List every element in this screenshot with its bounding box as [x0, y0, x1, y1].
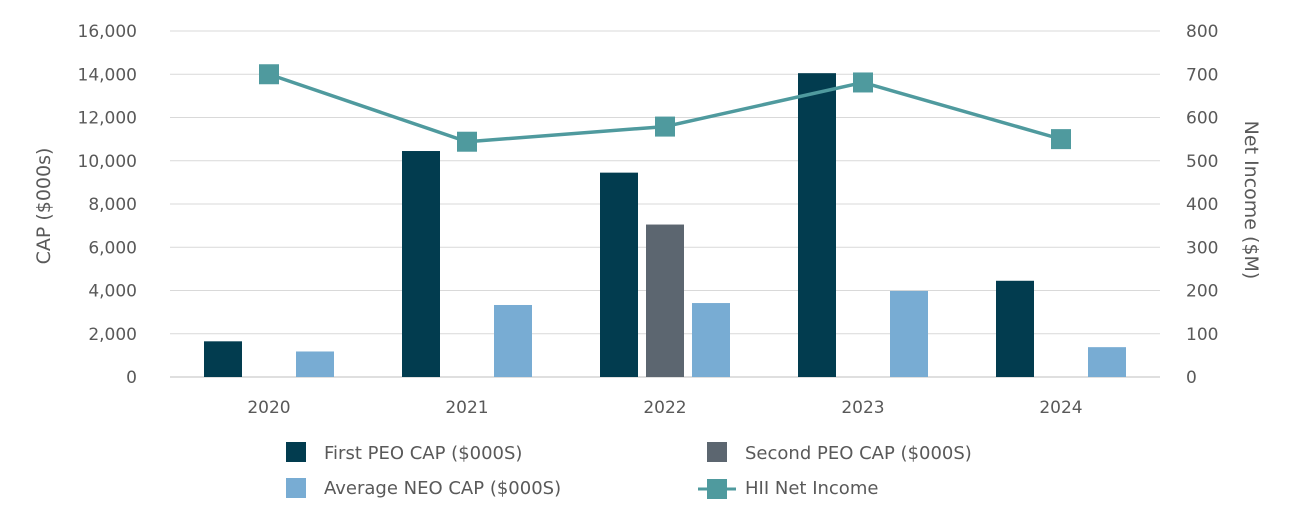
legend: First PEO CAP ($000S) Second PEO CAP ($0…	[286, 442, 972, 499]
left-tick-label: 4,000	[88, 282, 137, 302]
bar-average-neo-cap-000s-2023	[890, 290, 928, 377]
legend-item-net-income: HII Net Income	[698, 478, 878, 499]
bar-first-peo-cap-000s-2024	[996, 280, 1034, 377]
right-tick-label: 0	[1186, 368, 1197, 388]
category-label-2023: 2023	[841, 398, 884, 418]
left-axis-title: CAP ($000s)	[33, 148, 55, 265]
legend-swatch-first-peo	[286, 442, 306, 462]
bar-first-peo-cap-000s-2023	[798, 73, 836, 377]
point-hii-net-income-2023	[853, 72, 873, 93]
point-hii-net-income-2020	[259, 64, 279, 85]
legend-item-first-peo: First PEO CAP ($000S)	[286, 442, 522, 464]
right-tick-label: 800	[1186, 22, 1218, 42]
left-tick-label: 10,000	[78, 152, 137, 172]
legend-label-net-income: HII Net Income	[745, 478, 878, 499]
right-tick-label: 600	[1186, 109, 1218, 129]
bar-first-peo-cap-000s-2022	[600, 172, 638, 377]
bar-average-neo-cap-000s-2022	[692, 303, 730, 377]
point-hii-net-income-2024	[1051, 129, 1071, 150]
legend-label-first-peo: First PEO CAP ($000S)	[324, 443, 522, 464]
right-tick-label: 500	[1186, 152, 1218, 172]
gridlines	[170, 30, 1160, 378]
bar-second-peo-cap-000s-2022	[646, 224, 684, 377]
right-tick-label: 200	[1186, 282, 1218, 302]
legend-label-average-neo: Average NEO CAP ($000S)	[324, 478, 561, 499]
right-axis-ticks: 0 100 200 300 400 500 600 700 800	[1186, 22, 1218, 388]
line-series	[259, 64, 1071, 152]
category-label-2021: 2021	[445, 398, 488, 418]
bar-average-neo-cap-000s-2024	[1088, 347, 1126, 377]
right-tick-label: 300	[1186, 238, 1218, 258]
bar-first-peo-cap-000s-2020	[204, 341, 242, 377]
left-tick-label: 0	[126, 368, 137, 388]
left-tick-label: 16,000	[78, 22, 137, 42]
right-tick-label: 400	[1186, 195, 1218, 215]
right-tick-label: 700	[1186, 65, 1218, 85]
left-axis-ticks: 0 2,000 4,000 6,000 8,000 10,000 12,000 14,000 1…	[78, 22, 137, 388]
bar-marks	[204, 73, 1126, 377]
left-tick-label: 6,000	[88, 238, 137, 258]
category-label-2024: 2024	[1039, 398, 1082, 418]
legend-swatch-second-peo	[707, 442, 727, 462]
legend-label-second-peo: Second PEO CAP ($000S)	[745, 443, 972, 464]
bar-average-neo-cap-000s-2021	[494, 304, 532, 377]
category-label-2022: 2022	[643, 398, 686, 418]
category-labels: 2020 2021 2022 2023 2024	[247, 398, 1082, 418]
right-axis-title: Net Income ($M)	[1240, 121, 1262, 280]
left-tick-label: 14,000	[78, 65, 137, 85]
left-tick-label: 8,000	[88, 195, 137, 215]
category-label-2020: 2020	[247, 398, 290, 418]
legend-item-average-neo: Average NEO CAP ($000S)	[286, 478, 561, 499]
legend-swatch-average-neo	[286, 478, 306, 498]
legend-marker-net-income	[707, 479, 727, 499]
bar-first-peo-cap-000s-2021	[402, 151, 440, 377]
left-tick-label: 12,000	[78, 109, 137, 129]
left-tick-label: 2,000	[88, 325, 137, 345]
point-hii-net-income-2021	[457, 131, 477, 152]
point-hii-net-income-2022	[655, 116, 675, 137]
bar-average-neo-cap-000s-2020	[296, 351, 334, 377]
right-tick-label: 100	[1186, 325, 1218, 345]
legend-item-second-peo: Second PEO CAP ($000S)	[707, 442, 972, 464]
